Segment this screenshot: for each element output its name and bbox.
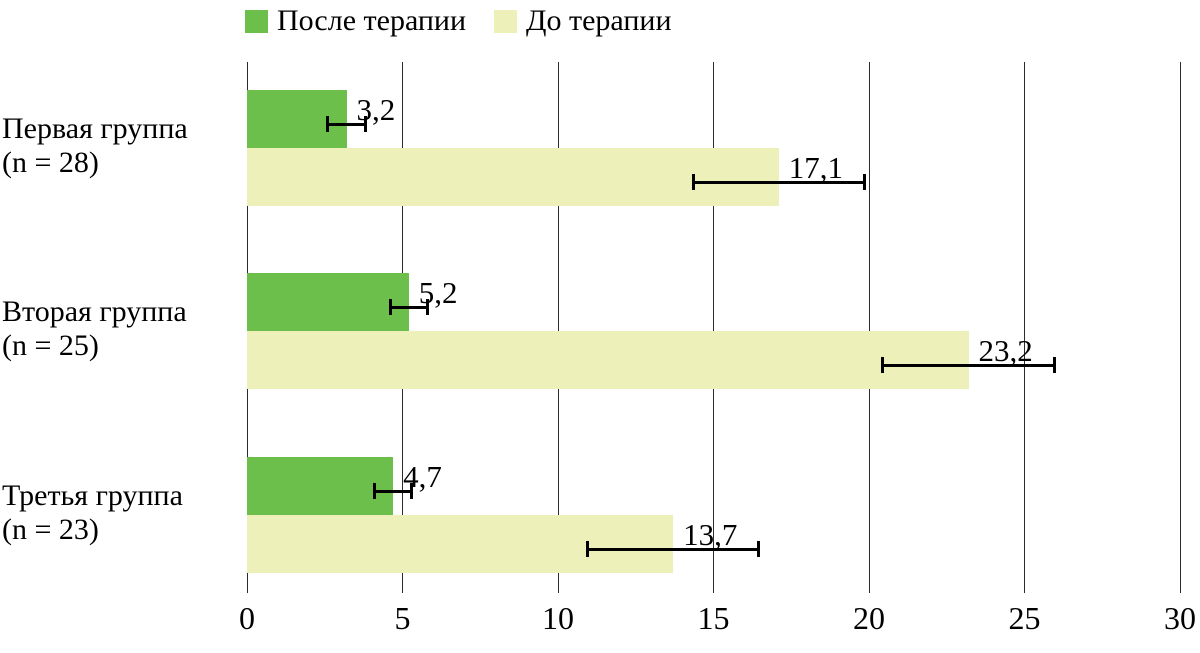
error-bar-line (691, 181, 866, 184)
error-bar-cap-right (410, 483, 414, 499)
error-bar-line (388, 306, 429, 309)
x-tick-label-5: 5 (394, 600, 411, 636)
category-label-line1: Вторая группа (2, 295, 187, 328)
error-bar-after-group-2 (388, 299, 429, 315)
x-tick-label-25: 25 (1008, 600, 1041, 636)
error-bar-cap-left (372, 483, 376, 499)
legend-swatch-before-therapy (494, 9, 518, 33)
error-bar-cap-left (585, 541, 589, 557)
error-bar-line (326, 123, 367, 126)
bar-after-group-2 (247, 273, 409, 331)
value-label-after-group-2: 5,2 (418, 275, 458, 310)
error-bar-cap-left (326, 116, 330, 132)
error-bar-line (372, 490, 414, 493)
error-bar-line (881, 364, 1056, 367)
x-tick-label-0: 0 (239, 600, 255, 636)
error-bar-before-group-3 (585, 541, 761, 557)
legend-item-before-therapy: До терапии (494, 4, 672, 38)
gridline-x-30 (1179, 62, 1181, 593)
error-bar-cap-right (862, 174, 866, 190)
category-label-line2: (n = 25) (2, 329, 99, 362)
gridline-x-10 (557, 62, 559, 593)
error-bar-line (585, 548, 761, 551)
x-tick-label-15: 15 (697, 600, 730, 636)
error-bar-after-group-3 (372, 483, 414, 499)
x-tick-label-20: 20 (853, 600, 885, 636)
bar-before-group-3 (247, 515, 674, 573)
gridline-x-15 (713, 62, 714, 593)
value-label-before-group-3: 13,7 (683, 517, 738, 552)
legend-label-after-therapy: После терапии (277, 4, 467, 37)
legend-item-after-therapy: После терапии (245, 4, 466, 38)
bar-before-group-1 (247, 148, 779, 206)
category-label-group-2: Вторая группа (n = 25) (2, 295, 242, 363)
bar-after-group-3 (247, 457, 394, 515)
error-bar-cap-left (691, 174, 695, 190)
error-bar-cap-right (1052, 357, 1056, 373)
bar-after-group-1 (247, 90, 347, 148)
category-label-line1: Первая группа (2, 112, 188, 145)
legend-label-before-therapy: До терапии (526, 4, 672, 37)
x-tick-label-30: 30 (1164, 600, 1196, 636)
gridline-x-20 (868, 62, 870, 593)
legend-swatch-after-therapy (245, 9, 268, 33)
value-label-before-group-2: 23,2 (978, 333, 1033, 368)
bar-before-group-2 (247, 331, 969, 389)
error-bar-cap-right (363, 116, 367, 132)
error-bar-before-group-1 (691, 174, 866, 190)
gridline-x-25 (1024, 62, 1025, 593)
category-label-group-3: Третья группа (n = 23) (2, 479, 242, 547)
error-bar-before-group-2 (881, 357, 1056, 373)
x-tick-label-10: 10 (542, 600, 574, 636)
value-label-after-group-1: 3,2 (356, 92, 396, 127)
error-bar-cap-left (881, 357, 885, 373)
category-label-line2: (n = 23) (2, 513, 99, 546)
error-bar-cap-right (757, 541, 761, 557)
value-label-after-group-3: 4,7 (403, 459, 442, 494)
error-bar-after-group-1 (326, 116, 367, 132)
value-label-before-group-1: 17,1 (788, 150, 844, 185)
category-label-line1: Третья группа (2, 479, 183, 512)
category-label-line2: (n = 28) (2, 146, 99, 179)
chart-legend: После терапии До терапии (245, 4, 672, 38)
error-bar-cap-left (388, 299, 392, 315)
category-label-group-1: Первая группа (n = 28) (2, 112, 242, 180)
error-bar-cap-right (425, 299, 429, 315)
